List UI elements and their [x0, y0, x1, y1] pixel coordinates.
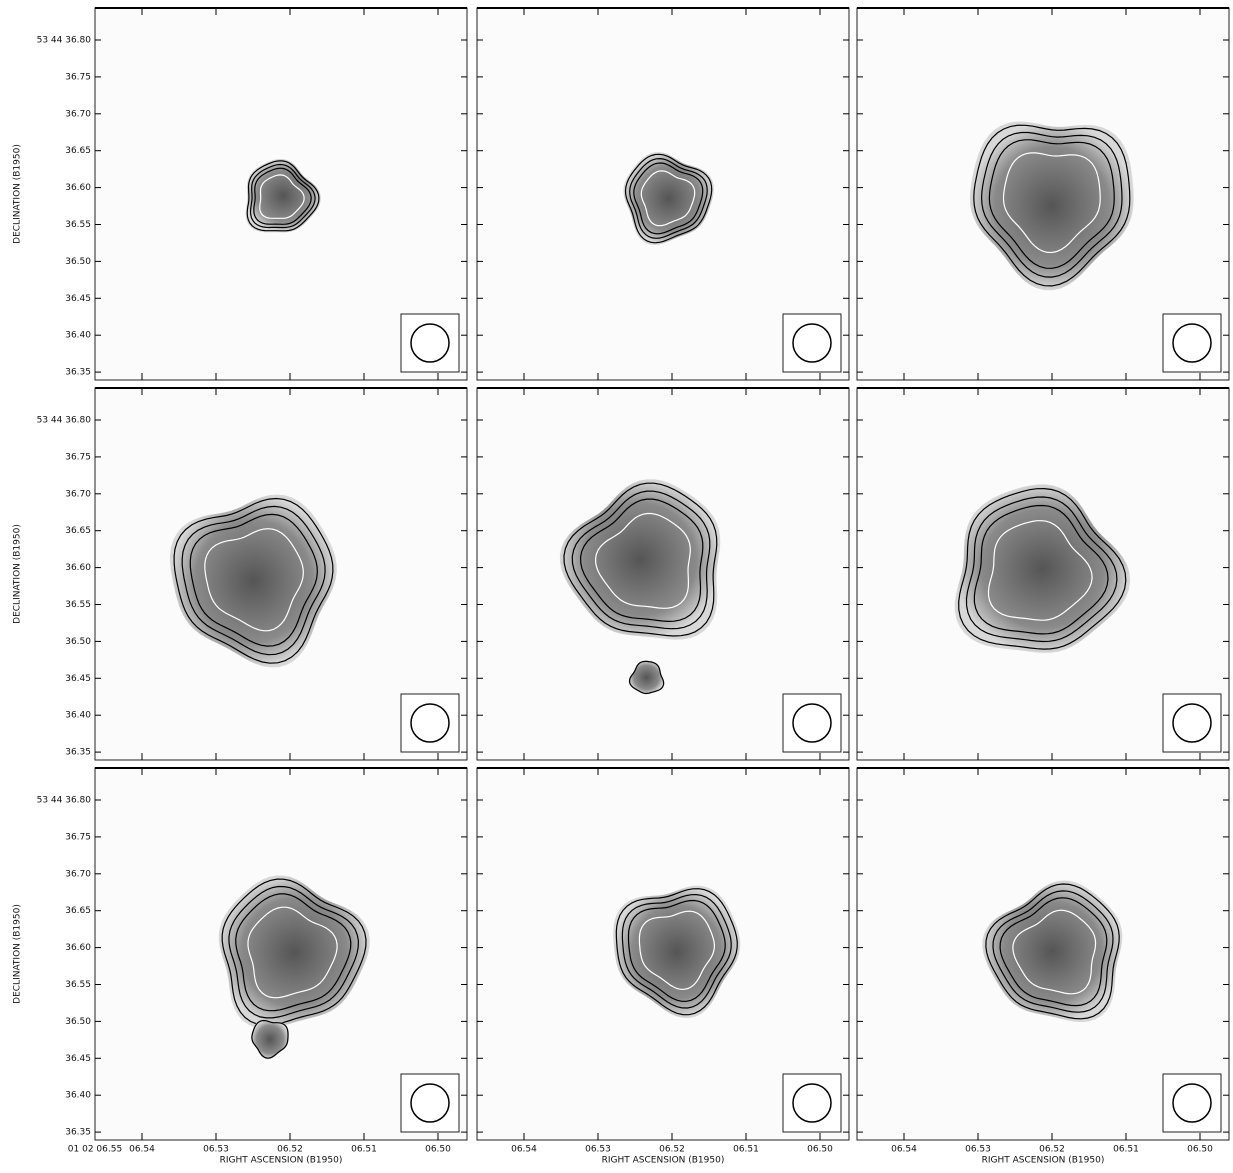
y-tick-label: 36.55: [65, 600, 91, 610]
x-tick-label: 06.50: [807, 1145, 833, 1155]
x-tick-label: 06.54: [891, 1145, 917, 1155]
y-tick-label: 36.50: [65, 1017, 91, 1027]
y-tick-label: 36.70: [65, 869, 91, 879]
y-tick-label: 36.35: [65, 1128, 91, 1138]
y-tick-label: 36.40: [65, 331, 91, 341]
y-tick-label: 36.40: [65, 1091, 91, 1101]
beam-box: [1163, 1074, 1221, 1132]
panel: [857, 388, 1229, 760]
beam-box: [783, 314, 841, 372]
x-tick-label: 06.52: [659, 1145, 685, 1155]
panel: 06.54 06.53 06.52 06.51 06.50 RIGHT ASCENSION…: [477, 768, 849, 1166]
beam-box: [783, 1074, 841, 1132]
x-tick-label: 06.52: [1039, 1145, 1065, 1155]
y-tick-label: 36.65: [65, 146, 91, 156]
x-tick-label: 06.51: [733, 1145, 759, 1155]
y-tick-label: 36.60: [65, 183, 91, 193]
y-tick-label: 36.45: [65, 294, 91, 304]
x-tick-label: 06.51: [351, 1145, 377, 1155]
y-tick-label: 36.35: [65, 368, 91, 378]
beam-box: [401, 1074, 459, 1132]
y-tick-label: 36.75: [65, 72, 91, 82]
x-tick-label: 06.51: [1113, 1145, 1139, 1155]
panel: 53 44 36.80 36.75 36.70 36.65 36.60 36.55 36.5…: [13, 388, 468, 760]
x-tick-label: 06.52: [277, 1145, 303, 1155]
y-axis-label: DECLINATION (B1950): [13, 904, 23, 1004]
y-tick-label: 36.45: [65, 674, 91, 684]
y-tick-label: 53 44 36.80: [37, 416, 92, 426]
panel: 53 44 36.80 36.75 36.70 36.65 36.60 36.55 36.5…: [13, 768, 468, 1166]
y-tick-label: 36.60: [65, 943, 91, 953]
panel: [477, 388, 849, 760]
x-axis-label: RIGHT ASCENSION (B1950): [220, 1156, 343, 1166]
y-tick-label: 36.65: [65, 526, 91, 536]
beam-box: [401, 314, 459, 372]
y-tick-label: 36.65: [65, 906, 91, 916]
x-tick-label: 06.50: [1187, 1145, 1213, 1155]
panel: [477, 8, 849, 380]
y-tick-label: 36.35: [65, 748, 91, 758]
panel: [857, 8, 1229, 380]
x-axis-label: RIGHT ASCENSION (B1950): [602, 1156, 725, 1166]
y-axis-label: DECLINATION (B1950): [13, 144, 23, 244]
x-tick-label: 06.53: [203, 1145, 229, 1155]
y-tick-label: 36.75: [65, 832, 91, 842]
beam-box: [783, 694, 841, 752]
y-tick-label: 36.50: [65, 257, 91, 267]
y-tick-label: 36.60: [65, 563, 91, 573]
y-tick-label: 36.45: [65, 1054, 91, 1064]
x-tick-label: 06.53: [585, 1145, 611, 1155]
figure: 53 44 36.80 36.75 36.70 36.65 36.60 36.55 36.5…: [0, 0, 1233, 1169]
x-tick-label: 01 02 06.55: [68, 1145, 122, 1155]
y-tick-label: 53 44 36.80: [37, 796, 92, 806]
y-tick-label: 36.70: [65, 489, 91, 499]
beam-box: [1163, 314, 1221, 372]
y-tick-label: 36.55: [65, 980, 91, 990]
panel: 06.54 06.53 06.52 06.51 06.50 RIGHT ASCENSION…: [857, 768, 1229, 1166]
beam-box: [401, 694, 459, 752]
x-tick-label: 06.50: [425, 1145, 451, 1155]
y-tick-label: 36.50: [65, 637, 91, 647]
x-axis-label: RIGHT ASCENSION (B1950): [982, 1156, 1105, 1166]
y-tick-label: 36.55: [65, 220, 91, 230]
x-tick-label: 06.53: [965, 1145, 991, 1155]
y-tick-label: 36.70: [65, 109, 91, 119]
y-tick-label: 36.75: [65, 452, 91, 462]
y-tick-label: 53 44 36.80: [37, 36, 92, 46]
y-tick-label: 36.40: [65, 711, 91, 721]
x-tick-label: 06.54: [511, 1145, 537, 1155]
y-axis-label: DECLINATION (B1950): [13, 524, 23, 624]
panel: 53 44 36.80 36.75 36.70 36.65 36.60 36.55 36.5…: [13, 8, 468, 380]
beam-box: [1163, 694, 1221, 752]
x-tick-label: 06.54: [129, 1145, 155, 1155]
